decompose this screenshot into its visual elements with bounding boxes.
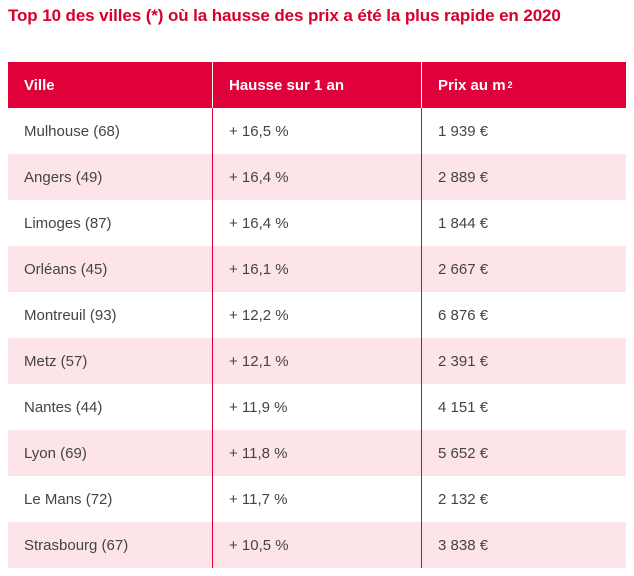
increase-cell: + 16,5 %	[212, 108, 421, 154]
table-row: Orléans (45) + 16,1 % 2 667 €	[8, 246, 626, 292]
table-row: Lyon (69) + 11,8 % 5 652 €	[8, 430, 626, 476]
city-cell: Montreuil (93)	[24, 306, 117, 324]
price-cell: 3 838 €	[421, 522, 626, 568]
price-cell: 2 889 €	[421, 154, 626, 200]
increase-cell: + 16,4 %	[212, 154, 421, 200]
increase-cell: + 16,4 %	[212, 200, 421, 246]
price-cell: 4 151 €	[421, 384, 626, 430]
increase-cell: + 16,1 %	[212, 246, 421, 292]
price-cell: 2 391 €	[421, 338, 626, 384]
city-cell: Strasbourg (67)	[24, 536, 129, 554]
city-cell: Orléans (45)	[24, 260, 108, 278]
price-cell: 2 132 €	[421, 476, 626, 522]
price-cell: 5 652 €	[421, 430, 626, 476]
header-hausse: Hausse sur 1 an	[212, 62, 421, 108]
city-cell: Limoges (87)	[24, 214, 112, 232]
city-cell: Lyon (69)	[24, 444, 87, 462]
header-ville: Ville	[24, 76, 55, 94]
increase-cell: + 11,9 %	[212, 384, 421, 430]
table-row: Le Mans (72) + 11,7 % 2 132 €	[8, 476, 626, 522]
city-cell: Mulhouse (68)	[24, 122, 120, 140]
table-body: Mulhouse (68) + 16,5 % 1 939 € Angers (49) +…	[8, 108, 626, 568]
price-cell: 1 844 €	[421, 200, 626, 246]
table-row: Limoges (87) + 16,4 % 1 844 €	[8, 200, 626, 246]
city-cell: Le Mans (72)	[24, 490, 113, 508]
page-title: Top 10 des villes (*) où la hausse des p…	[8, 6, 561, 25]
city-cell: Angers (49)	[24, 168, 103, 186]
table-row: Angers (49) + 16,4 % 2 889 €	[8, 154, 626, 200]
price-cell: 6 876 €	[421, 292, 626, 338]
city-cell: Nantes (44)	[24, 398, 103, 416]
increase-cell: + 12,1 %	[212, 338, 421, 384]
price-cell: 1 939 €	[421, 108, 626, 154]
city-cell: Metz (57)	[24, 352, 88, 370]
table-row: Metz (57) + 12,1 % 2 391 €	[8, 338, 626, 384]
increase-cell: + 11,8 %	[212, 430, 421, 476]
table-row: Nantes (44) + 11,9 % 4 151 €	[8, 384, 626, 430]
table-row: Mulhouse (68) + 16,5 % 1 939 €	[8, 108, 626, 154]
header-prix-label: Prix au m	[438, 76, 506, 94]
table-row: Montreuil (93) + 12,2 % 6 876 €	[8, 292, 626, 338]
table-row: Strasbourg (67) + 10,5 % 3 838 €	[8, 522, 626, 568]
increase-cell: + 12,2 %	[212, 292, 421, 338]
price-cell: 2 667 €	[421, 246, 626, 292]
increase-cell: + 10,5 %	[212, 522, 421, 568]
increase-cell: + 11,7 %	[212, 476, 421, 522]
